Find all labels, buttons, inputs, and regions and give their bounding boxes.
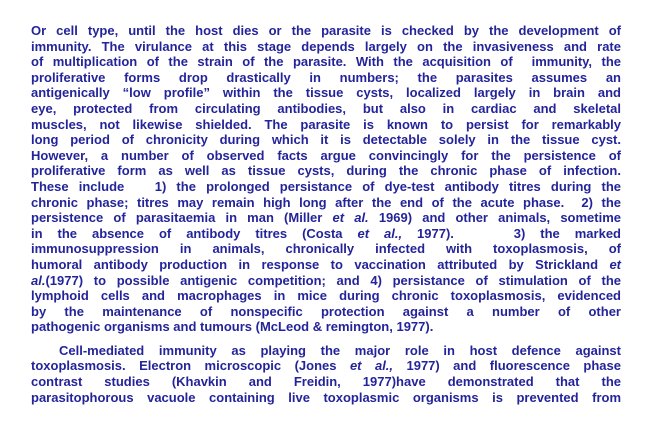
text-line: al.(1977) to possible antigenic competit… bbox=[31, 272, 621, 288]
text-line: eye, protected from circulating antibodi… bbox=[31, 100, 621, 116]
text-line: chronic phase; titres may remain high lo… bbox=[31, 194, 621, 210]
text-line: Or cell type, until the host dies or the… bbox=[31, 23, 621, 38]
document-page: Or cell type, until the host dies or the… bbox=[31, 23, 621, 405]
text-line: immunity. The virulance at this stage de… bbox=[31, 38, 621, 54]
text-line: of multiplication of the strain of the p… bbox=[31, 54, 621, 70]
text-line: Cell-mediated immunity as playing the ma… bbox=[59, 342, 621, 358]
italic-et-al: et al. bbox=[332, 210, 369, 226]
text-line: proliferative form as well as tissue cys… bbox=[31, 163, 621, 179]
paragraph-2: Cell-mediated immunity as playing the ma… bbox=[31, 343, 621, 405]
text-line: long period of chronicity during which i… bbox=[31, 132, 621, 148]
text-line: contrast studies (Khavkin and Freidin, 1… bbox=[31, 374, 621, 390]
text-line: These include 1) the prolonged persistan… bbox=[31, 178, 621, 194]
paragraph-1: Or cell type, until the host dies or the… bbox=[31, 23, 621, 335]
text-line: proliferative forms drop drastically in … bbox=[31, 69, 621, 85]
text-line: antigenically “low profile” within the t… bbox=[31, 85, 621, 101]
text-line: persistence of parasitaemia in man (Mill… bbox=[31, 210, 622, 226]
italic-et-al: et al., bbox=[349, 358, 394, 374]
text-line: muscles, not likewise shielded. The para… bbox=[31, 116, 621, 132]
italic-et-al: et al., bbox=[357, 225, 403, 241]
italic-et-al: al. bbox=[31, 272, 46, 288]
text-line: pathogenic organisms and tumours (McLeod… bbox=[31, 319, 434, 335]
text-line: toxoplasmosis. Electron microscopic (Jon… bbox=[31, 358, 621, 374]
text-line: humoral antibody production in response … bbox=[31, 256, 621, 272]
italic-et-al: et bbox=[609, 256, 621, 272]
text-line: parasitophorous vacuole containing live … bbox=[31, 389, 621, 405]
text-line: lymphoid cells and macrophages in mice d… bbox=[31, 288, 621, 304]
paragraph-gap bbox=[31, 335, 621, 343]
text-line: in the absence of antibody titres (Costa… bbox=[31, 225, 621, 241]
text-line: However, a number of observed facts argu… bbox=[31, 147, 621, 163]
text-line: immunosuppression in animals, chronicall… bbox=[31, 241, 621, 257]
text-line: by the maintenance of nonspecific protec… bbox=[31, 303, 621, 319]
